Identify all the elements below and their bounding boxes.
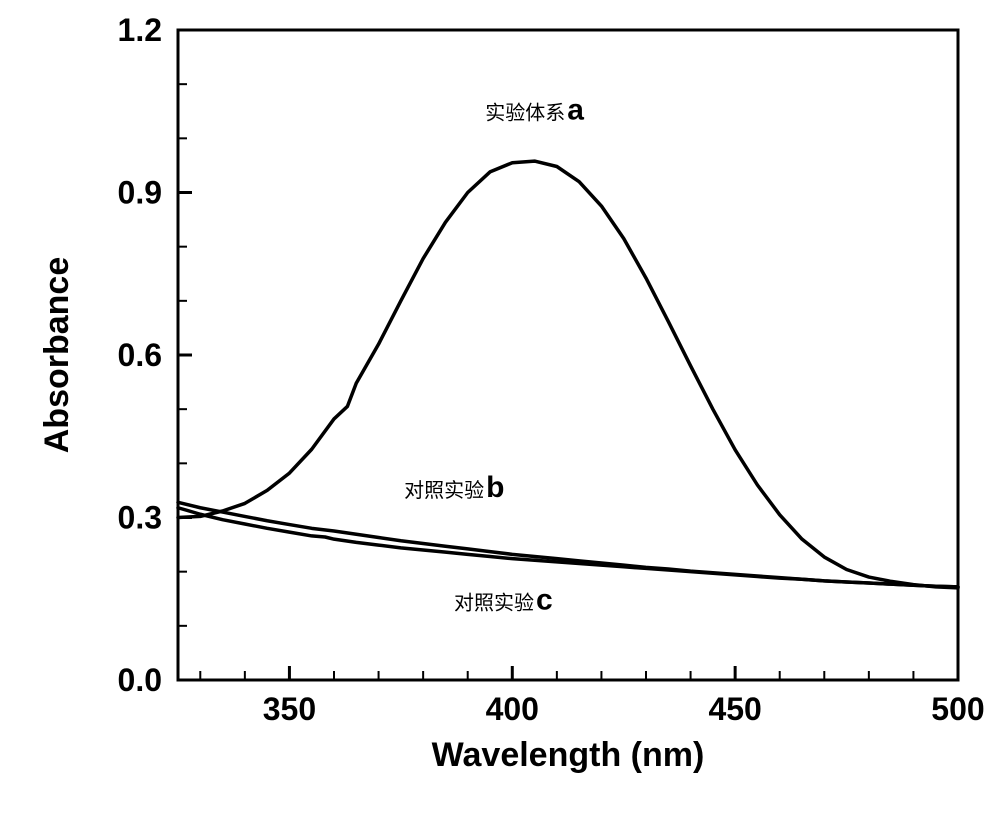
y-tick-label: 0.0 [118,662,162,698]
y-tick-label: 0.3 [118,500,162,536]
y-axis-label: Absorbance [38,257,76,454]
x-tick-label: 500 [931,691,984,727]
y-tick-label: 0.6 [118,337,162,373]
x-tick-label: 400 [486,691,539,727]
y-tick-label: 1.2 [118,12,162,48]
chart-container: 3504004505000.00.30.60.91.2实验体系a对照实验b对照实… [0,0,1000,819]
x-tick-label: 450 [708,691,761,727]
absorbance-chart: 3504004505000.00.30.60.91.2实验体系a对照实验b对照实… [0,0,1000,819]
x-axis-label: Wavelength (nm) [432,736,705,774]
x-tick-label: 350 [263,691,316,727]
y-tick-label: 0.9 [118,175,162,211]
